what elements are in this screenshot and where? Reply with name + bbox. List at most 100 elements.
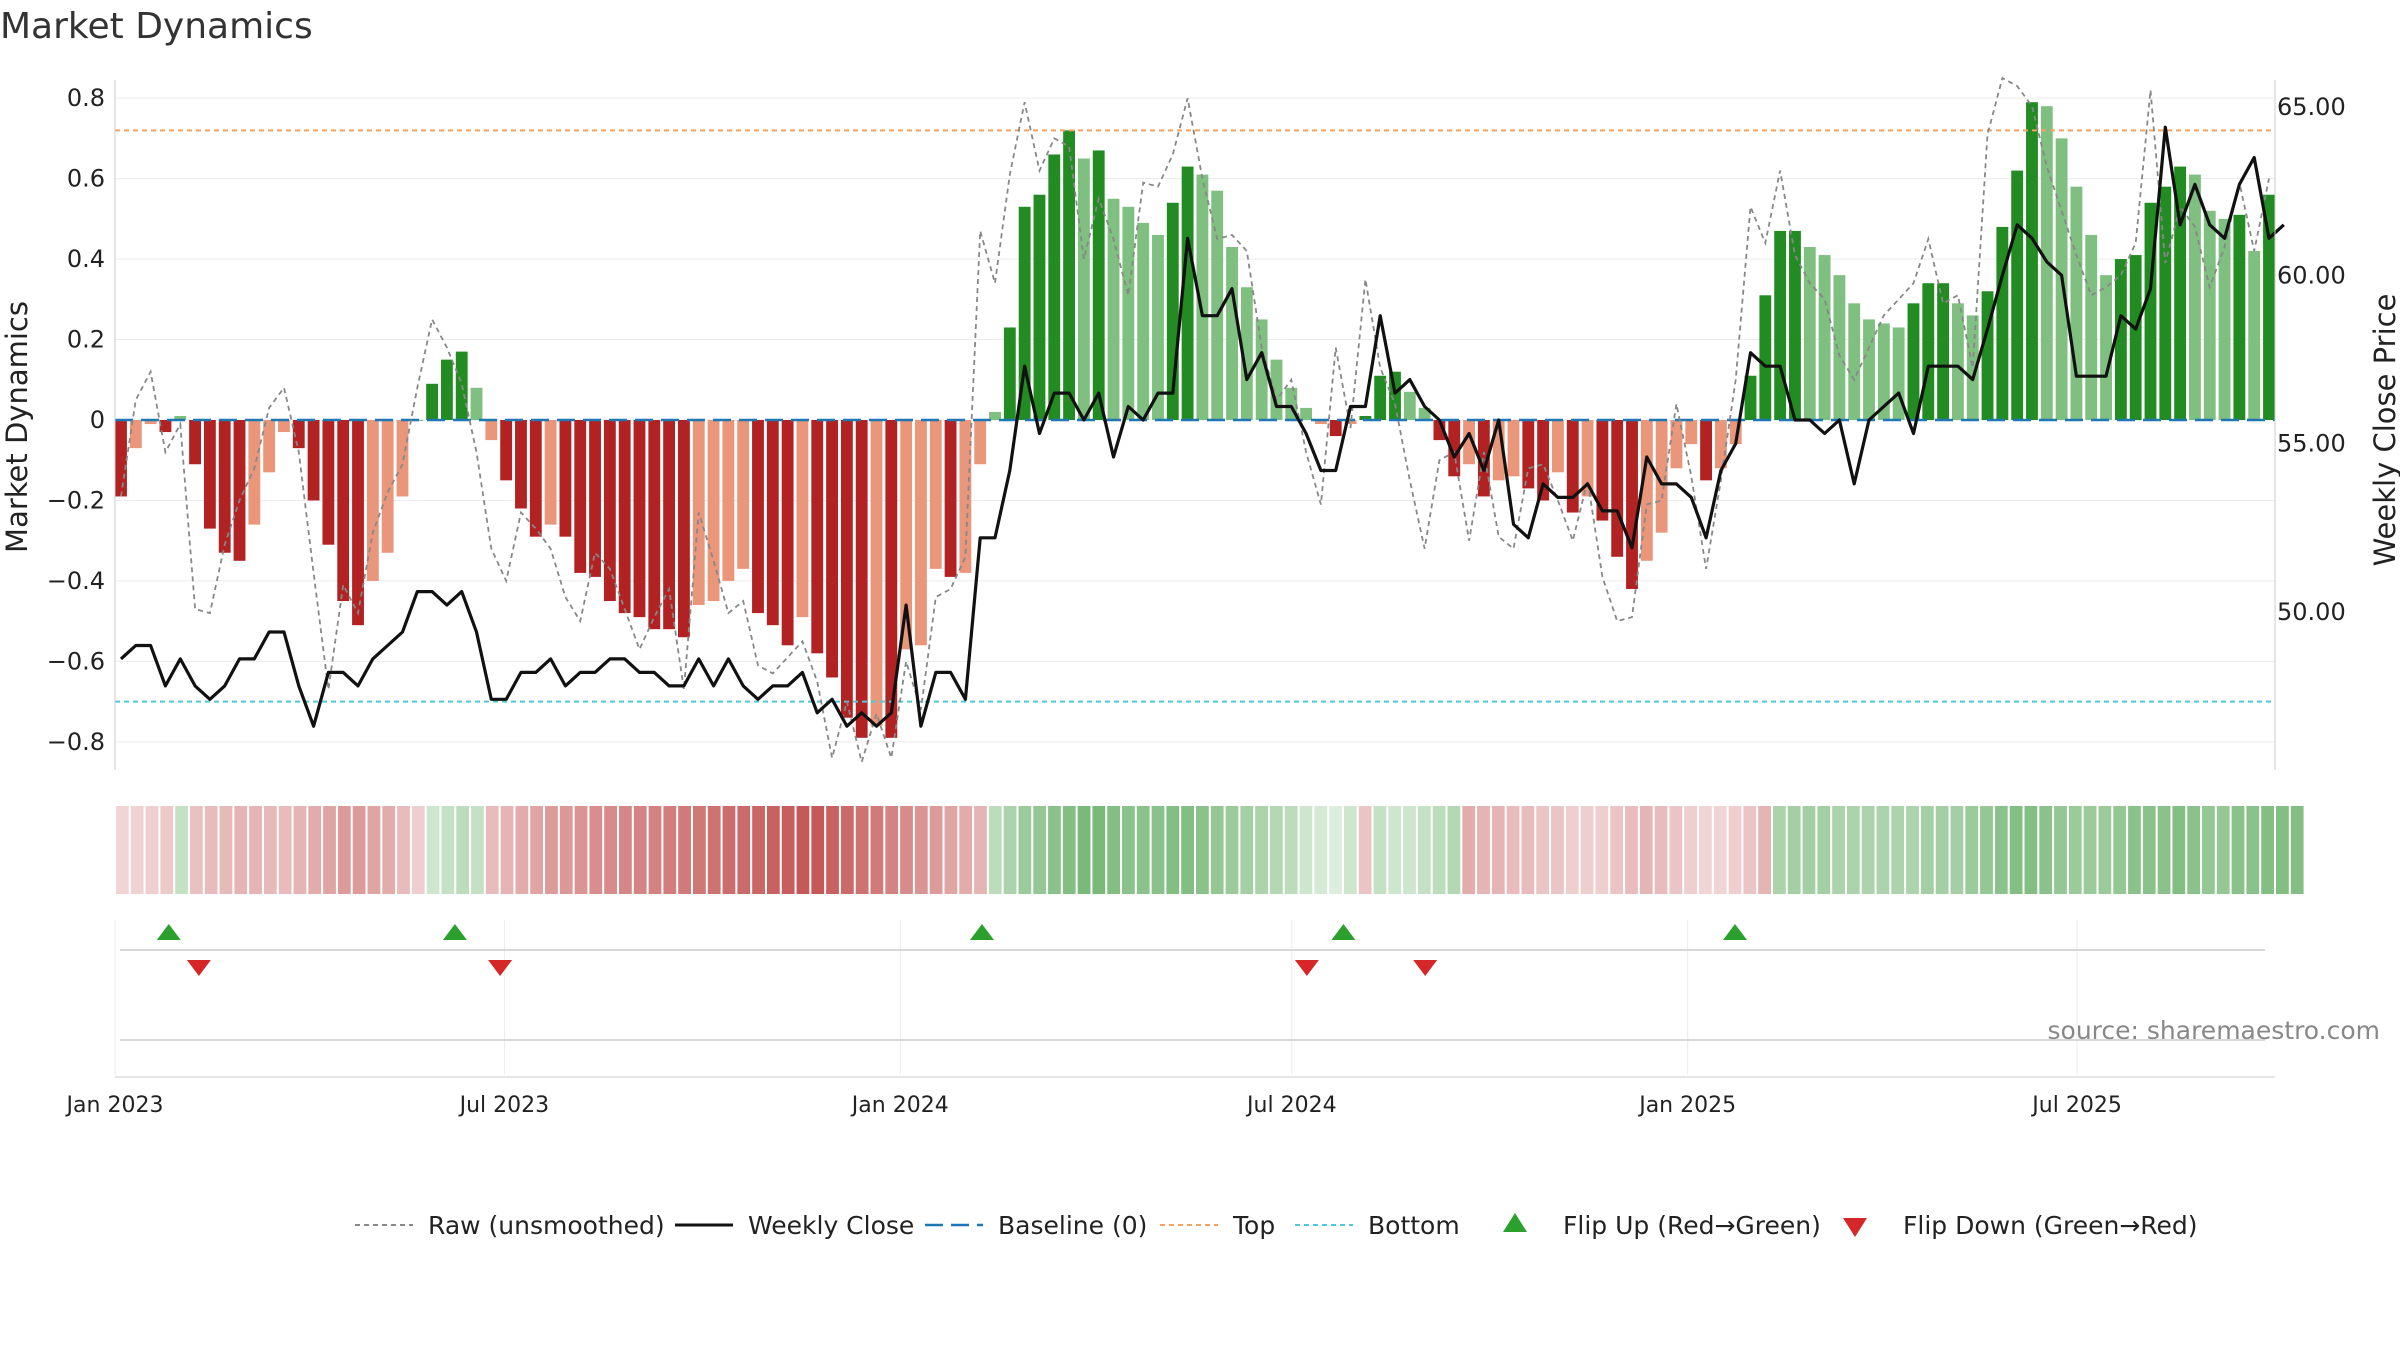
bar xyxy=(1403,391,1416,420)
strip-cell xyxy=(1122,806,1135,894)
y-tick-label: −0.4 xyxy=(47,567,105,595)
bar xyxy=(470,387,483,420)
strip-cell xyxy=(648,806,662,894)
strip-cell xyxy=(959,806,973,894)
bar xyxy=(1092,150,1105,420)
strip-cell xyxy=(1565,806,1579,894)
grid-lines xyxy=(114,97,2275,1075)
bar xyxy=(574,420,587,573)
bar xyxy=(1448,420,1461,477)
strip-cell xyxy=(2276,806,2289,894)
strip-cell xyxy=(1551,806,1564,894)
bar xyxy=(2100,275,2112,420)
bar xyxy=(1270,359,1283,420)
bar xyxy=(2114,259,2127,420)
strip-cell xyxy=(175,806,188,894)
strip-cell xyxy=(1832,806,1845,894)
strip-cell xyxy=(1906,806,1919,894)
bar xyxy=(2174,166,2187,420)
bar xyxy=(1596,420,1609,521)
strip-cell xyxy=(1713,806,1727,894)
strip-cell xyxy=(1758,806,1771,894)
bar xyxy=(1685,420,1698,445)
bar xyxy=(2248,251,2261,420)
bar xyxy=(1492,420,1505,481)
strip-cell xyxy=(1980,806,1993,894)
strip-cell xyxy=(1048,806,1061,894)
strip-cell xyxy=(1625,806,1638,894)
y2-tick-label: 60.00 xyxy=(2277,261,2346,289)
strip-cell xyxy=(1920,806,1934,894)
bar xyxy=(663,420,676,630)
strip-cell xyxy=(308,806,322,894)
strip-cell xyxy=(811,806,825,894)
strip-cell xyxy=(1151,806,1165,894)
bar xyxy=(1314,420,1327,425)
strip-cell xyxy=(1388,806,1402,894)
strip-cell xyxy=(1417,806,1431,894)
strip-cell xyxy=(1491,806,1505,894)
bar xyxy=(1181,166,1194,420)
x-tick-label: Jan 2024 xyxy=(850,1093,949,1118)
strip-cell xyxy=(1772,806,1786,894)
x-tick-label: Jul 2023 xyxy=(458,1093,550,1118)
bar xyxy=(1981,291,1994,420)
bar xyxy=(485,420,498,441)
strip-cell xyxy=(929,806,943,894)
strip-cell xyxy=(826,806,839,894)
bar xyxy=(278,420,290,433)
bar xyxy=(589,420,601,577)
bar xyxy=(1048,154,1061,420)
strip-cell xyxy=(2202,806,2215,894)
bar xyxy=(1848,303,1861,420)
bar xyxy=(381,420,394,553)
strip-cell xyxy=(1373,806,1387,894)
strip-cell xyxy=(1787,806,1801,894)
bar xyxy=(1240,287,1253,420)
strip-cell xyxy=(2024,806,2038,894)
y-tick-label: −0.8 xyxy=(47,728,105,756)
bar xyxy=(1477,420,1490,497)
bar xyxy=(248,420,261,525)
bar xyxy=(1344,420,1357,425)
bar xyxy=(1137,222,1150,420)
bar xyxy=(1744,375,1757,420)
bar xyxy=(2129,255,2142,420)
bar xyxy=(1077,158,1090,421)
strip-cell xyxy=(1728,806,1742,894)
strip-cell xyxy=(2098,806,2112,894)
bar xyxy=(722,420,735,581)
bar xyxy=(1285,387,1298,420)
flip-up-marker xyxy=(442,924,467,940)
bar xyxy=(1640,420,1653,561)
strip-cell xyxy=(1255,806,1268,894)
bar xyxy=(1152,234,1164,420)
bar xyxy=(263,420,276,473)
strip-cell xyxy=(1743,806,1757,894)
strip-cell xyxy=(441,806,455,894)
legend-label: Weekly Close xyxy=(748,1211,914,1240)
strip-cell xyxy=(840,806,854,894)
strip-cell xyxy=(885,806,899,894)
bar xyxy=(529,420,542,537)
bar xyxy=(1714,420,1727,469)
strip-cell xyxy=(766,806,780,894)
strip-cell xyxy=(900,806,913,894)
bar xyxy=(426,383,439,420)
strip-cell xyxy=(752,806,765,894)
strip-cell xyxy=(2290,806,2304,894)
bar xyxy=(440,359,453,420)
legend-label: Flip Down (Green→Red) xyxy=(1903,1211,2198,1240)
legend-item: Weekly Close xyxy=(675,1211,914,1240)
bar xyxy=(1463,420,1475,465)
bar xyxy=(1655,420,1668,533)
strip-cell xyxy=(382,806,396,894)
axes: −0.8 −0.6 −0.4 −0.2 0 0.2 0.4 0.6 0.8 50.00 55.00 6… xyxy=(47,80,2346,1118)
bar xyxy=(1018,206,1031,420)
strip-cell xyxy=(559,806,573,894)
bar xyxy=(1418,407,1431,420)
bar xyxy=(2263,194,2275,420)
bar xyxy=(189,420,201,465)
legend-label: Flip Up (Red→Green) xyxy=(1563,1211,1821,1240)
strip-cell xyxy=(1062,806,1076,894)
